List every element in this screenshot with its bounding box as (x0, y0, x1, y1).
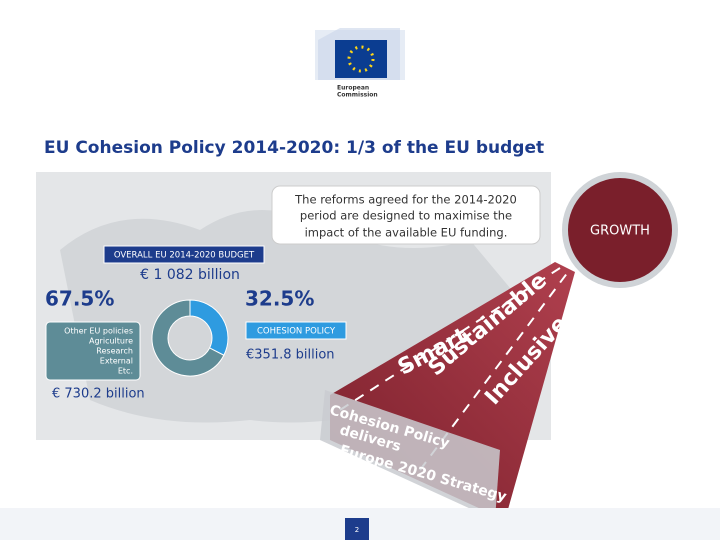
other-text: Agriculture (89, 337, 133, 346)
other-text: Etc. (118, 367, 133, 376)
callout-text: The reforms agreed for the 2014-2020 (294, 193, 517, 207)
callout (271, 185, 541, 245)
other-amount: € 730.2 billion (52, 387, 145, 402)
callout-text: impact of the available EU funding. (305, 226, 508, 240)
donut (151, 299, 229, 377)
title: EU Cohesion Policy 2014-2020: 1/3 of the… (44, 138, 544, 158)
callout-text: period are designed to maximise the (300, 209, 512, 223)
road-line (339, 267, 561, 411)
page-number-box (345, 518, 369, 540)
cohesion-amount: €351.8 billion (246, 348, 335, 363)
other-text: Research (96, 347, 133, 356)
share-label: 32.5% (245, 287, 314, 311)
cohesion-box (245, 321, 347, 340)
other-box (45, 321, 141, 381)
budget-total: € 1 082 billion (140, 267, 240, 283)
growth-circle (568, 178, 672, 282)
page-number: 2 (355, 526, 359, 534)
logo-text: European (337, 85, 369, 92)
other-text: Other EU policies (64, 327, 133, 336)
cohesion-label: COHESION POLICY (257, 327, 336, 337)
other-text: External (100, 357, 133, 366)
logo: European Commission (315, 28, 405, 99)
logo-text: Commission (337, 92, 378, 99)
budget-heading-box (103, 245, 265, 264)
growth: GROWTH (590, 224, 650, 239)
budget-heading: OVERALL EU 2014-2020 BUDGET (114, 251, 255, 261)
share-label: 67.5% (45, 287, 114, 311)
donut-slice (151, 299, 225, 377)
banner (320, 390, 500, 520)
